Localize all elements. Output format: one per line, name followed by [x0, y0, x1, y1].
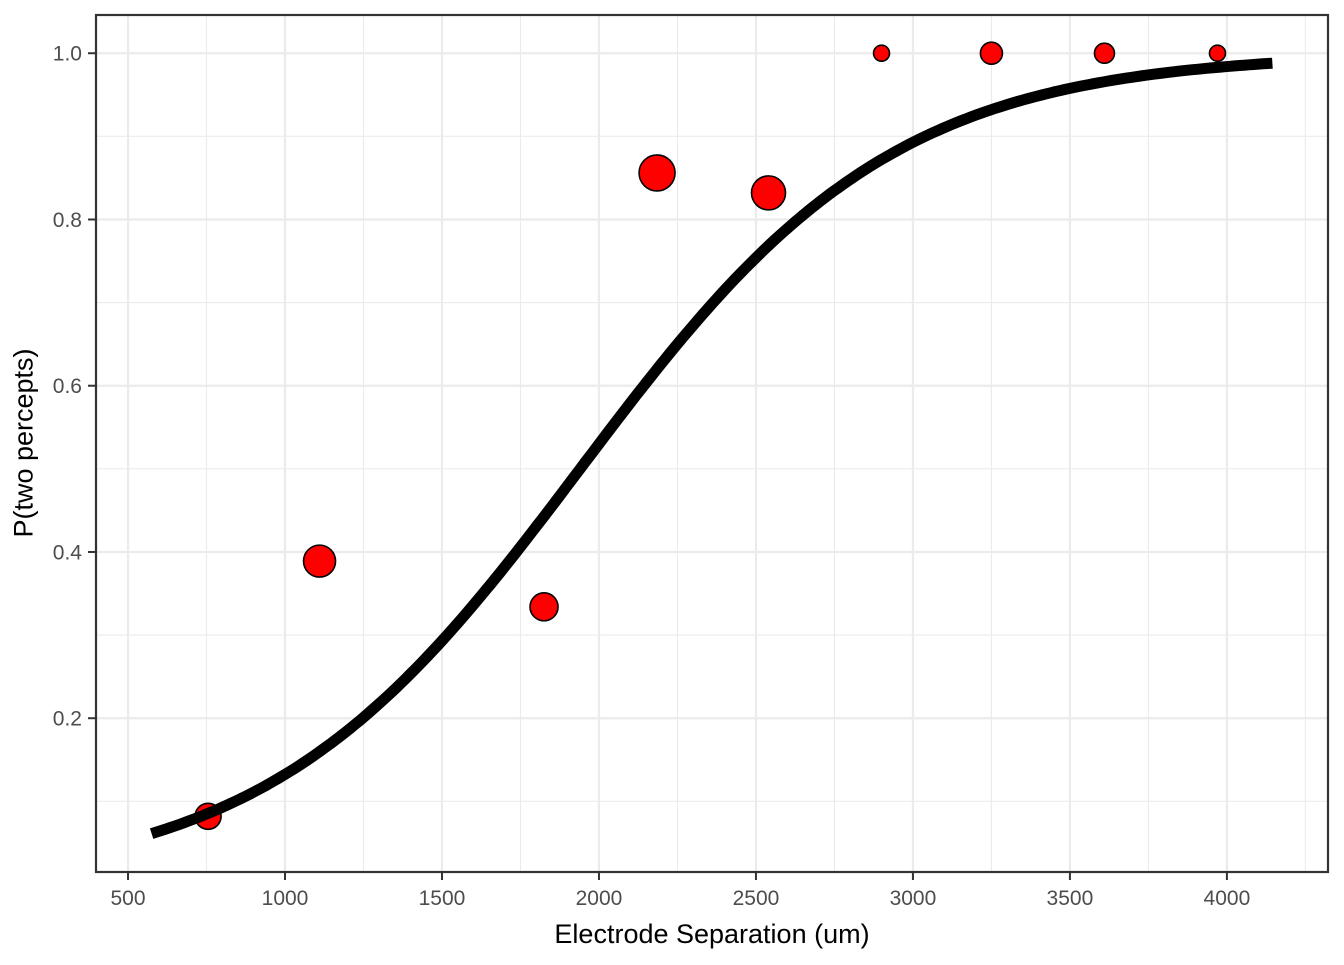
x-tick-label: 1000	[262, 887, 309, 910]
x-tick-label: 500	[111, 887, 146, 910]
data-point	[872, 44, 891, 63]
y-tick-label: 0.2	[53, 708, 82, 731]
y-axis-title: P(two percepts)	[8, 348, 39, 538]
panel-border	[94, 13, 1330, 874]
plot-panel	[96, 15, 1328, 872]
data-point	[1093, 42, 1116, 65]
x-axis-title: Electrode Separation (um)	[554, 919, 870, 949]
data-point	[979, 41, 1004, 66]
data-point	[638, 154, 676, 192]
data-point	[529, 592, 559, 622]
x-tick-label: 2000	[576, 887, 623, 910]
data-point	[1208, 44, 1227, 63]
x-tick-label: 3000	[890, 887, 937, 910]
x-tick-label: 4000	[1204, 887, 1251, 910]
x-tick-label: 1500	[419, 887, 466, 910]
y-tick-label: 0.8	[53, 209, 82, 232]
y-tick-label: 0.6	[53, 375, 82, 398]
y-tick-label: 1.0	[53, 43, 82, 66]
x-tick-label: 3500	[1047, 887, 1094, 910]
data-point	[302, 544, 337, 578]
x-tick-label: 2500	[733, 887, 780, 910]
fit-curve	[149, 57, 1274, 839]
data-point	[750, 175, 787, 211]
y-tick-label: 0.4	[53, 541, 83, 564]
